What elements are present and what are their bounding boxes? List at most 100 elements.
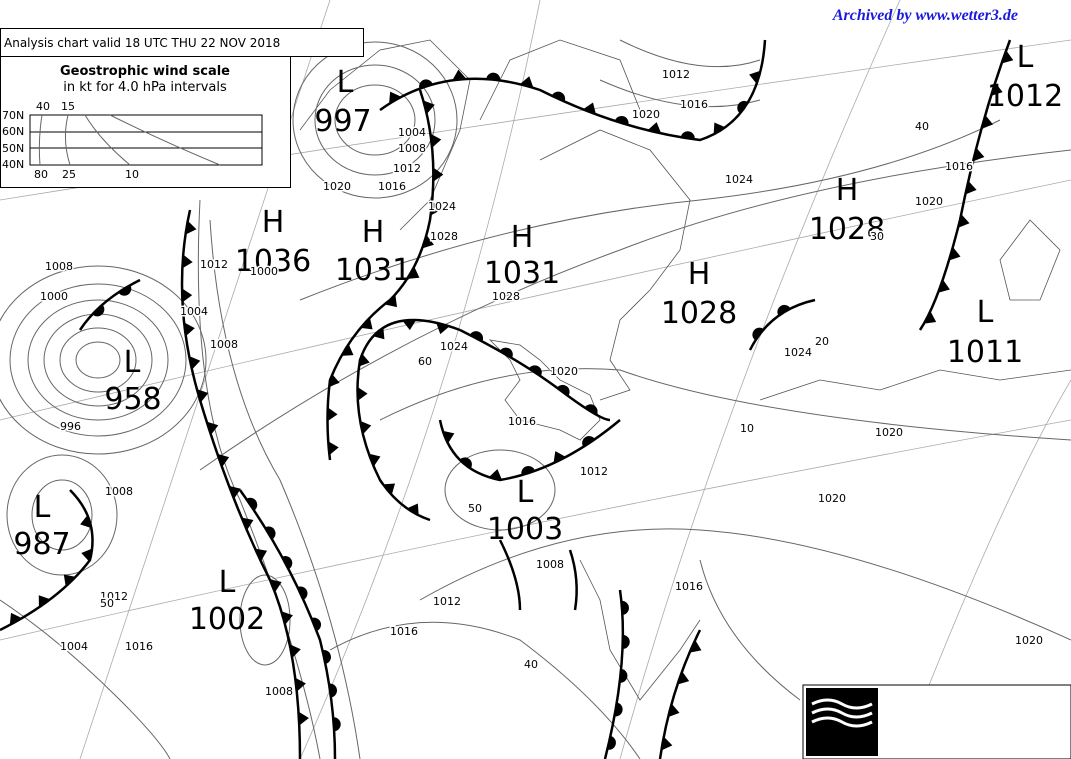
centre-kind: L — [124, 345, 141, 380]
warm-front-semicircle — [551, 91, 566, 102]
warm-front-semicircle — [333, 717, 341, 732]
cold-front-triangle — [81, 548, 93, 562]
cold-front-triangle — [372, 327, 385, 340]
isobar-label: 1008 — [265, 685, 293, 698]
centre-value: 987 — [13, 527, 70, 562]
centre-value: 1028 — [809, 212, 885, 247]
cold-front-triangle — [295, 677, 306, 692]
cold-front-triangle — [436, 322, 450, 335]
centre-kind: H — [836, 173, 859, 208]
cold-front-triangle — [63, 574, 76, 587]
warm-front-semicircle — [486, 72, 501, 81]
scale-frame — [29, 114, 263, 166]
warm-front-semicircle — [621, 600, 629, 615]
cold-front-triangle — [519, 76, 534, 88]
warm-front-semicircle — [680, 131, 695, 140]
scale-title: Geostrophic wind scale — [60, 64, 230, 79]
cold-front-triangle — [422, 235, 434, 249]
cold-front-triangle — [298, 711, 309, 726]
centre-value: 1031 — [484, 256, 560, 291]
pressure-centres: L 997 H 1036 H 1031 L 958 H 1031 H 1028 … — [13, 40, 1063, 637]
cold-front-triangle — [341, 343, 354, 356]
centre-value: 958 — [104, 382, 161, 417]
cold-front-triangle — [430, 133, 442, 148]
isobar-label: 1020 — [550, 365, 578, 378]
isobar-label: 1016 — [125, 640, 153, 653]
warm-front-semicircle — [281, 556, 293, 570]
isobar-label: 1012 — [393, 162, 421, 175]
warm-front-semicircle — [521, 466, 536, 476]
isobar-label: 1012 — [662, 68, 690, 81]
cold-front-triangle — [1001, 50, 1014, 64]
speed-label: 15 — [61, 100, 75, 113]
isobar-label: 1024 — [428, 200, 456, 213]
cold-front-triangle — [442, 430, 455, 444]
isobar-label: 1016 — [378, 180, 406, 193]
warm-front-semicircle — [118, 285, 132, 296]
speed-label: 25 — [62, 168, 76, 181]
isobar-label: 1008 — [398, 142, 426, 155]
cold-front-triangle — [269, 579, 282, 593]
cold-front-triangle — [328, 441, 339, 456]
isobar-label: 1008 — [536, 558, 564, 571]
isobar-label: 1016 — [675, 580, 703, 593]
centre-kind: L — [977, 295, 994, 330]
isobar-label: 30 — [870, 230, 884, 243]
cold-front-triangle — [582, 102, 596, 115]
warm-front-semicircle — [328, 683, 337, 698]
cold-front-triangle — [990, 82, 1003, 96]
isobar-label: 1028 — [430, 230, 458, 243]
cold-front-triangle — [181, 288, 193, 303]
centre-value: 1002 — [189, 602, 265, 637]
warm-front-semicircle — [297, 586, 308, 600]
cold-front-triangle — [255, 548, 268, 562]
isobar-label: 1012 — [433, 595, 461, 608]
isobar-label: 1020 — [323, 180, 351, 193]
lat-label: 40N — [2, 158, 24, 171]
isobar-label: 40 — [524, 658, 538, 671]
isobar-label: 1004 — [180, 305, 208, 318]
warm-front-semicircle — [614, 702, 623, 717]
cold-front-triangle — [972, 147, 985, 162]
isobar-label: 1016 — [508, 415, 536, 428]
cold-front-triangle — [689, 639, 702, 653]
warm-front-semicircle — [469, 331, 483, 342]
cold-front-triangle — [553, 451, 567, 464]
lat-label: 70N — [2, 109, 24, 122]
centre-value: 1028 — [661, 296, 737, 331]
cold-front-triangle — [184, 322, 195, 337]
warm-front-semicircle — [246, 497, 258, 511]
isobar-label: 1020 — [875, 426, 903, 439]
cold-front-triangle — [938, 279, 950, 293]
warm-front-semicircle — [737, 100, 749, 114]
centre-value: 1011 — [947, 335, 1023, 370]
cold-front-triangle — [228, 485, 241, 499]
isobar-label: 50 — [468, 502, 482, 515]
speed-label: 40 — [36, 100, 50, 113]
warm-front-semicircle — [419, 79, 433, 89]
title-box — [0, 28, 364, 57]
lat-label: 60N — [2, 125, 24, 138]
cold-front-triangle — [668, 703, 680, 718]
chart-title: Analysis chart valid 18 UTC THU 22 NOV 2… — [4, 36, 280, 50]
warm-front-semicircle — [322, 650, 331, 664]
centre-kind: H — [362, 215, 385, 250]
centre-value: 1012 — [987, 79, 1063, 114]
warm-front-semicircle — [584, 404, 598, 415]
cold-front-triangle — [713, 122, 726, 135]
isobar-label: 1016 — [945, 160, 973, 173]
cold-front-triangle — [360, 317, 373, 330]
isobar-labels: 1012 1016 1020 1024 1004 1008 1012 1016 1020 1024… — [39, 67, 1045, 700]
cold-front-triangle — [965, 180, 977, 195]
cold-front-triangle — [385, 295, 397, 308]
warm-front-semicircle — [607, 735, 616, 750]
warm-front-semicircle — [92, 304, 105, 317]
warm-front-semicircle — [622, 634, 630, 649]
isobar-label: 1024 — [725, 173, 753, 186]
centre-value: 997 — [314, 104, 371, 139]
cold-front-triangle — [217, 453, 230, 468]
cold-front-triangle — [189, 355, 201, 370]
speed-label: 80 — [34, 168, 48, 181]
cold-front-triangle — [981, 115, 994, 129]
